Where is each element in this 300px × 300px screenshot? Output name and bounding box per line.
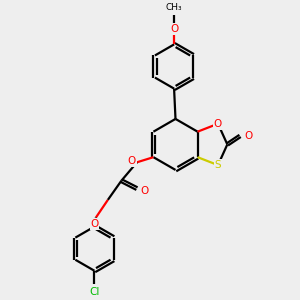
Text: O: O <box>214 119 222 129</box>
Text: O: O <box>244 131 252 141</box>
Text: S: S <box>215 160 221 170</box>
Text: CH₃: CH₃ <box>166 2 182 11</box>
Text: O: O <box>128 156 136 166</box>
Text: Cl: Cl <box>89 287 100 297</box>
Text: O: O <box>141 187 149 196</box>
Text: O: O <box>90 219 99 229</box>
Text: O: O <box>170 24 178 34</box>
